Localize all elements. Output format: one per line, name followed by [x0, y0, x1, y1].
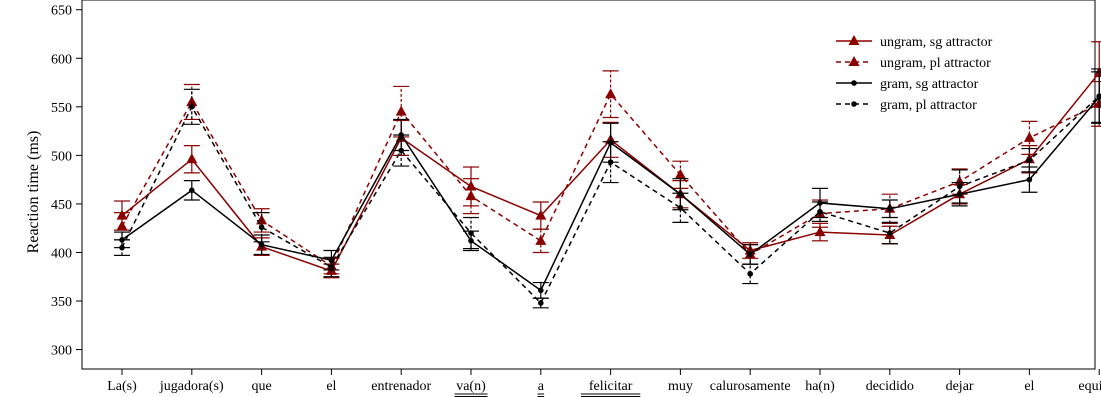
- data-point-dot: [398, 147, 405, 154]
- legend-label: gram, sg attractor: [880, 77, 979, 92]
- data-point-dot: [747, 251, 753, 258]
- data-point-triangle: [465, 190, 477, 201]
- data-point-triangle: [116, 220, 128, 231]
- data-point-dot: [817, 208, 823, 215]
- series-line: [121, 92, 1100, 268]
- data-point-dot: [258, 224, 265, 231]
- x-category-label: el: [326, 379, 336, 394]
- x-category-label: felicitar: [589, 379, 633, 394]
- data-point-dot: [328, 264, 335, 270]
- legend-item: ungram, sg attractor: [836, 35, 993, 50]
- data-point-dot: [1026, 176, 1033, 183]
- axes: 300 350 400 450 500 550 600 650 La(s) jugadora(s)…: [51, 0, 1101, 397]
- x-category-label: ha(n): [805, 379, 835, 394]
- x-category-label: entrenador: [371, 379, 431, 394]
- legend-label: ungram, pl attractor: [880, 56, 991, 71]
- legend-item: gram, pl attractor: [836, 98, 977, 113]
- data-point-triangle: [1023, 131, 1035, 142]
- data-point-dot: [189, 104, 195, 110]
- x-category-label: el: [1024, 379, 1034, 394]
- legend-label: gram, pl attractor: [880, 98, 977, 113]
- data-point-dot: [887, 205, 893, 212]
- data-point-triangle: [848, 35, 860, 45]
- data-point-dot: [189, 187, 195, 194]
- legend-item: gram, sg attractor: [836, 77, 979, 92]
- x-category-label: jugadora(s): [159, 379, 224, 394]
- x-category-label: que: [251, 379, 271, 394]
- data-point-dot: [119, 244, 125, 251]
- x-category-label: a: [538, 379, 545, 394]
- series-layer: [114, 41, 1101, 309]
- data-point-dot: [1096, 93, 1101, 99]
- y-tick-label: 650: [51, 4, 72, 19]
- y-tick-label: 400: [51, 246, 72, 261]
- data-point-dot: [677, 205, 684, 211]
- data-point-triangle: [848, 56, 860, 66]
- data-point-triangle: [535, 209, 547, 220]
- data-point-triangle: [186, 153, 198, 164]
- data-point-triangle: [465, 180, 477, 191]
- y-tick-label: 600: [51, 52, 72, 67]
- y-tick-label: 500: [51, 149, 72, 164]
- data-point-triangle: [395, 105, 407, 116]
- data-point-triangle: [605, 88, 617, 99]
- data-point-dot: [538, 300, 544, 306]
- y-tick-label: 450: [51, 198, 72, 213]
- y-axis-title: Reaction time (ms): [25, 131, 42, 254]
- data-point-dot: [538, 287, 544, 294]
- series-3: [114, 68, 1101, 309]
- x-category-label: va(n): [456, 379, 486, 394]
- legend: ungram, sg attractor ungram, pl attractor…: [836, 35, 993, 113]
- x-category-label: equipo.: [1078, 379, 1101, 394]
- data-point-dot: [468, 230, 474, 236]
- data-point-dot: [1026, 157, 1033, 164]
- data-point-dot: [956, 191, 963, 198]
- data-point-dot: [887, 230, 893, 236]
- y-tick-label: 350: [51, 295, 72, 310]
- data-point-dot: [258, 241, 265, 248]
- data-point-dot: [956, 183, 963, 190]
- legend-item: ungram, pl attractor: [836, 56, 991, 71]
- data-point-triangle: [814, 226, 826, 237]
- plot-frame: [81, 0, 1096, 370]
- x-category-label: decidido: [866, 379, 914, 394]
- y-tick-label: 550: [51, 101, 72, 116]
- data-point-dot: [607, 159, 614, 165]
- x-category-label: muy: [668, 379, 693, 394]
- data-point-dot: [851, 80, 857, 86]
- y-tick-label: 300: [51, 344, 72, 359]
- data-point-triangle: [535, 234, 547, 245]
- x-category-label: dejar: [946, 379, 974, 394]
- data-point-triangle: [186, 95, 198, 106]
- x-category-label: calurosamente: [710, 379, 791, 394]
- data-point-triangle: [674, 168, 686, 179]
- x-category-label: La(s): [107, 379, 137, 394]
- data-point-dot: [851, 101, 857, 107]
- legend-label: ungram, sg attractor: [880, 35, 993, 50]
- data-point-dot: [747, 271, 753, 277]
